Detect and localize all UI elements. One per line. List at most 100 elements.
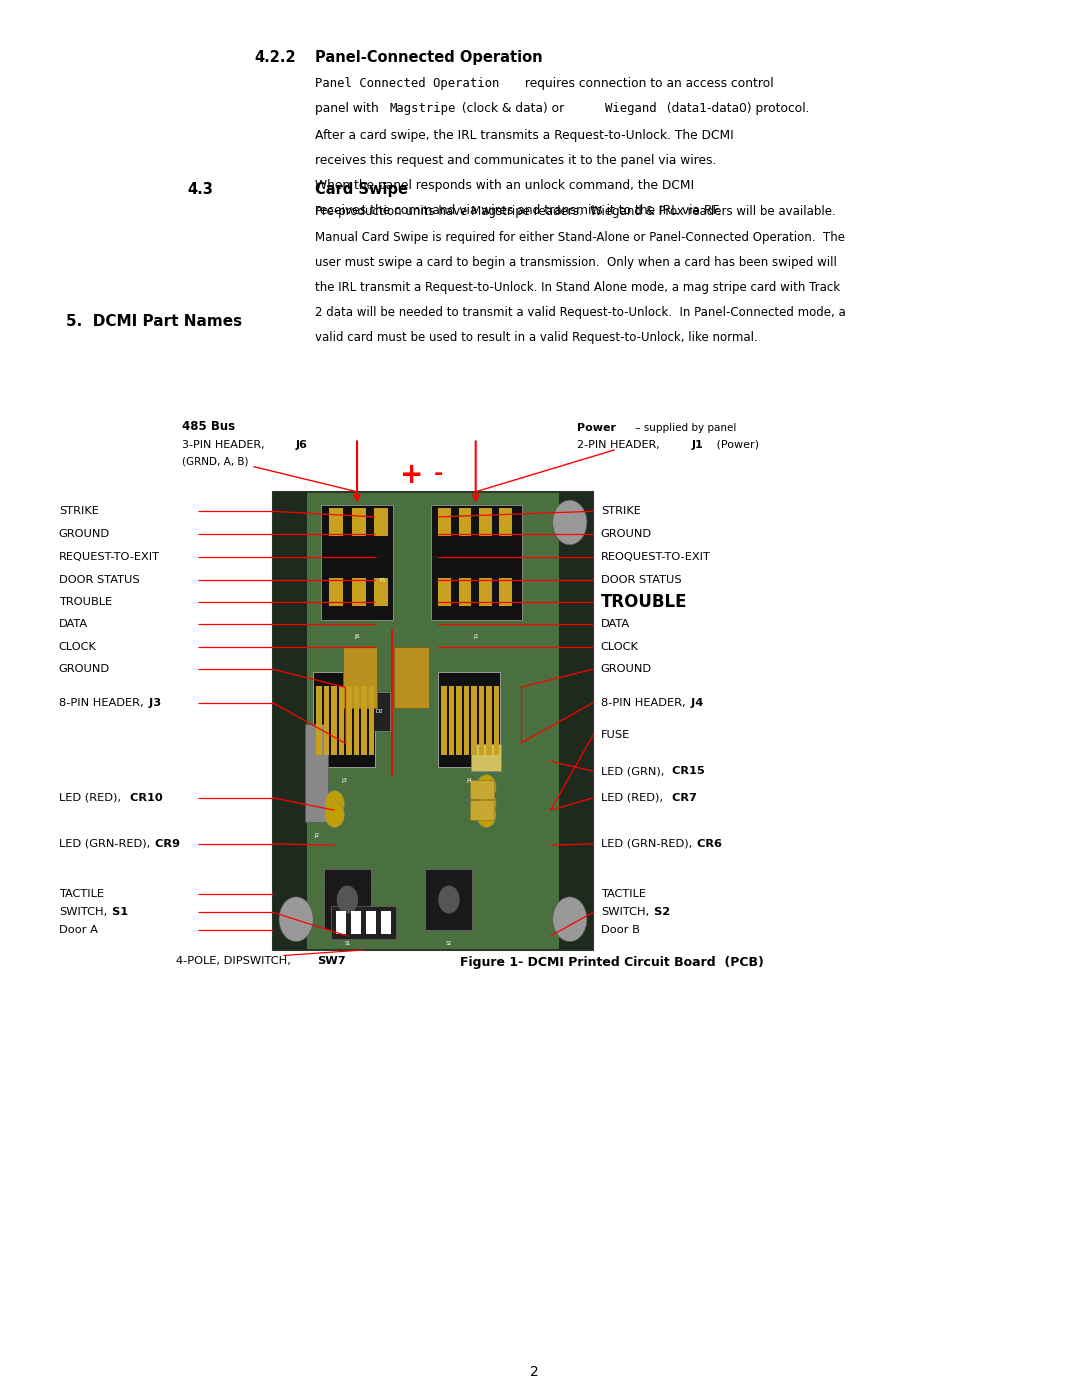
Text: SWITCH,: SWITCH, (601, 907, 649, 918)
Text: 485 Bus: 485 Bus (182, 420, 235, 433)
Text: When the panel responds with an unlock command, the DCMI: When the panel responds with an unlock c… (315, 179, 695, 191)
Text: SW7: SW7 (317, 956, 346, 965)
Bar (324, 686, 329, 756)
Text: -: - (434, 464, 443, 483)
Text: (Power): (Power) (713, 440, 759, 450)
Circle shape (325, 802, 344, 827)
Bar (374, 509, 388, 536)
Text: CR15: CR15 (668, 766, 704, 777)
Text: GROUND: GROUND (59, 664, 110, 675)
Text: LED (GRN),: LED (GRN), (601, 766, 664, 777)
Text: SWITCH,: SWITCH, (59, 907, 107, 918)
Bar (438, 509, 451, 536)
Text: J2: J2 (314, 833, 319, 838)
Bar (369, 686, 374, 756)
Bar (459, 509, 471, 536)
Circle shape (553, 897, 587, 942)
Text: CR6: CR6 (693, 838, 722, 849)
Text: LED (RED),: LED (RED), (601, 792, 663, 803)
Text: (GRND, A, B): (GRND, A, B) (182, 457, 248, 467)
Text: F1: F1 (379, 578, 386, 584)
Bar (354, 686, 359, 756)
Circle shape (477, 775, 496, 800)
Bar (305, 724, 328, 821)
Bar (438, 578, 451, 606)
Text: CR10: CR10 (126, 792, 162, 803)
Text: REOQUEST-TO-EXIT: REOQUEST-TO-EXIT (601, 552, 711, 563)
Bar (329, 509, 343, 536)
Bar (559, 492, 593, 950)
Text: LED (GRN-RED),: LED (GRN-RED), (601, 838, 692, 849)
Circle shape (477, 802, 496, 827)
Circle shape (438, 886, 460, 914)
Bar (479, 509, 492, 536)
Text: 5.  DCMI Part Names: 5. DCMI Part Names (66, 314, 243, 330)
Text: 8-PIN HEADER,: 8-PIN HEADER, (601, 697, 685, 708)
Text: 4.2.2: 4.2.2 (254, 50, 296, 66)
Text: 3-PIN HEADER,: 3-PIN HEADER, (182, 440, 268, 450)
Bar (331, 905, 396, 939)
Bar (352, 578, 366, 606)
Text: Magstripe: Magstripe (389, 102, 455, 115)
Text: valid card must be used to result in a valid Request-to-Unlock, like normal.: valid card must be used to result in a v… (315, 331, 758, 344)
Bar (313, 672, 375, 767)
Text: Door B: Door B (601, 925, 639, 936)
Text: receives this request and communicates it to the panel via wires.: receives this request and communicates i… (315, 154, 716, 166)
Bar (273, 492, 593, 950)
Bar (431, 506, 522, 620)
Circle shape (553, 500, 587, 545)
Text: CLOCK: CLOCK (601, 641, 638, 652)
Bar (339, 686, 344, 756)
Text: – supplied by panel: – supplied by panel (632, 423, 737, 433)
Bar (343, 647, 377, 708)
Text: After a card swipe, the IRL transmits a Request-to-Unlock. The DCMI: After a card swipe, the IRL transmits a … (315, 129, 734, 141)
Text: STRIKE: STRIKE (601, 506, 640, 517)
Text: S2: S2 (446, 942, 452, 946)
Text: DATA: DATA (59, 619, 88, 630)
Bar (381, 911, 391, 933)
Bar (273, 492, 307, 950)
Bar (479, 686, 484, 756)
Bar (374, 578, 388, 606)
Bar (456, 686, 462, 756)
Text: CR9: CR9 (151, 838, 180, 849)
Text: TACTILE: TACTILE (601, 888, 646, 900)
Bar (321, 506, 393, 620)
Text: GROUND: GROUND (59, 528, 110, 539)
Bar (369, 692, 390, 731)
Text: Door A: Door A (59, 925, 97, 936)
Text: Wiegand: Wiegand (605, 102, 656, 115)
Text: Panel Connected Operation: Panel Connected Operation (315, 77, 499, 89)
Text: REQUEST-TO-EXIT: REQUEST-TO-EXIT (59, 552, 159, 563)
Text: TROUBLE: TROUBLE (59, 597, 112, 608)
Text: (clock & data) or: (clock & data) or (458, 102, 568, 115)
Bar (438, 672, 500, 767)
Text: user must swipe a card to begin a transmission.  Only when a card has been swipe: user must swipe a card to begin a transm… (315, 256, 837, 268)
Bar (394, 647, 429, 708)
Text: Manual Card Swipe is required for either Stand-Alone or Panel-Connected Operatio: Manual Card Swipe is required for either… (315, 231, 846, 243)
Text: 8-PIN HEADER,: 8-PIN HEADER, (59, 697, 143, 708)
Bar (479, 578, 492, 606)
Text: LED (GRN-RED),: LED (GRN-RED), (59, 838, 150, 849)
Text: Power: Power (577, 423, 616, 433)
Text: J3: J3 (144, 697, 161, 708)
Text: TROUBLE: TROUBLE (601, 594, 687, 610)
Text: J6: J6 (354, 634, 360, 638)
Bar (329, 578, 343, 606)
Bar (336, 911, 346, 933)
Text: J4: J4 (466, 778, 472, 782)
Bar (499, 509, 512, 536)
Text: J3: J3 (341, 778, 347, 782)
Bar (471, 743, 501, 771)
Bar (459, 578, 471, 606)
Bar (470, 800, 494, 820)
Text: (data1-data0) protocol.: (data1-data0) protocol. (663, 102, 809, 115)
Text: 4-POLE, DIPSWITCH,: 4-POLE, DIPSWITCH, (176, 956, 295, 965)
Text: STRIKE: STRIKE (59, 506, 98, 517)
Text: 4.3: 4.3 (187, 182, 213, 197)
Bar (366, 911, 376, 933)
Bar (499, 578, 512, 606)
Circle shape (337, 886, 358, 914)
Text: LED (RED),: LED (RED), (59, 792, 121, 803)
Text: 2 data will be needed to transmit a valid Request-to-Unlock.  In Panel-Connected: 2 data will be needed to transmit a vali… (315, 306, 846, 319)
